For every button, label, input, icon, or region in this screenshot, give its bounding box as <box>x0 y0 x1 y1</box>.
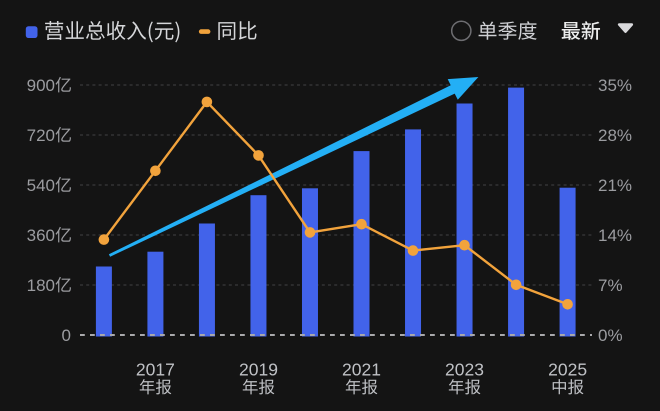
svg-text:720: 720 <box>27 126 55 145</box>
svg-text:28%: 28% <box>598 126 632 145</box>
svg-text:35%: 35% <box>598 76 632 95</box>
svg-text:0%: 0% <box>598 326 623 345</box>
svg-text:14%: 14% <box>598 226 632 245</box>
svg-text:2017: 2017 <box>136 360 175 380</box>
svg-text:360: 360 <box>27 226 55 245</box>
svg-text:21%: 21% <box>598 176 632 195</box>
svg-text:180: 180 <box>27 276 55 295</box>
svg-text:900: 900 <box>27 76 55 95</box>
svg-text:0: 0 <box>62 326 71 345</box>
svg-text:2021: 2021 <box>342 360 381 380</box>
svg-text:540: 540 <box>27 176 55 195</box>
svg-text:2023: 2023 <box>445 360 484 380</box>
svg-text:2025: 2025 <box>548 360 587 380</box>
svg-text:7%: 7% <box>598 276 623 295</box>
svg-text:2019: 2019 <box>239 360 278 380</box>
